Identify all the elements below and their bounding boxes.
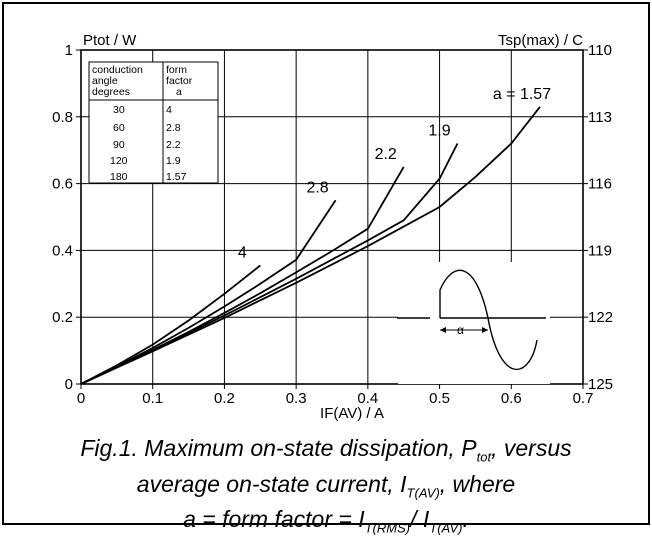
legend-angle-1: 30 xyxy=(113,104,125,116)
y-tick-label: 1 xyxy=(65,42,73,59)
series: 4 2.8 2.2 1.9 a = 1.57 xyxy=(80,86,551,385)
x-tick-label: 0.1 xyxy=(142,390,163,407)
y-tick-label: 0.4 xyxy=(52,242,73,259)
alpha-label: α xyxy=(457,323,464,337)
legend-factor-2: 2.8 xyxy=(166,122,181,134)
x-tick-label: 0.6 xyxy=(501,390,522,407)
y2-tick-label: 110 xyxy=(588,42,612,59)
y2-tick-label: 116 xyxy=(588,176,612,193)
y-tick-label: 0 xyxy=(65,376,73,393)
legend-table: conduction angle degrees form factor a 3… xyxy=(88,61,219,184)
series-label-2.8: 2.8 xyxy=(306,179,328,196)
x-tick-label: 0.4 xyxy=(357,390,378,407)
series-line-2.8 xyxy=(80,199,337,385)
x-tick-label: 0.5 xyxy=(429,390,450,407)
legend-factor-4: 1.9 xyxy=(166,155,181,167)
legend-header-angle: angle xyxy=(92,75,118,87)
legend-angle-4: 120 xyxy=(110,155,128,167)
y2-tick-label: 122 xyxy=(588,309,613,326)
legend-factor-5: 1.57 xyxy=(166,171,187,183)
y-tick-label: 0.2 xyxy=(52,309,73,326)
series-label-4: 4 xyxy=(238,244,247,261)
legend-header-conduction: conduction xyxy=(92,64,143,76)
legend-header-a: a xyxy=(176,86,182,98)
series-label-1.57: a = 1.57 xyxy=(493,86,551,103)
caption-line-3: a = form factor = IT(RMS)/ IT(AV). xyxy=(183,506,469,536)
plot-area-border xyxy=(80,49,584,385)
x-tick-label: 0.2 xyxy=(214,390,235,407)
series-label-2.2: 2.2 xyxy=(375,146,397,163)
outer-border xyxy=(2,2,650,525)
waveform-inset: α xyxy=(397,262,550,384)
x-axis-label: IF(AV) / A xyxy=(320,405,384,422)
caption-line-1: Fig.1. Maximum on-state dissipation, Pto… xyxy=(80,435,572,465)
legend-angle-3: 90 xyxy=(113,139,125,151)
x-tick-label: 0.3 xyxy=(286,390,307,407)
y2-axis-label: Tsp(max) / C xyxy=(498,32,583,49)
legend-header-form: form xyxy=(166,64,187,76)
x-tick-label: 0 xyxy=(77,390,85,407)
series-line-4 xyxy=(80,264,261,385)
legend-factor-3: 2.2 xyxy=(166,139,181,151)
legend-angle-2: 60 xyxy=(113,122,125,134)
legend-header-degrees: degrees xyxy=(92,86,130,98)
chart: 4 2.8 2.2 1.9 a = 1.57 0 0.1 0.2 0.3 0.4 0.5 0.6 0.… xyxy=(2,2,650,525)
legend-angle-5: 180 xyxy=(110,171,128,183)
legend-header-factor: factor xyxy=(166,75,193,87)
figure-caption: Fig.1. Maximum on-state dissipation, Pto… xyxy=(4,435,648,542)
series-line-2.2 xyxy=(80,166,405,385)
x-tick-label: 0.7 xyxy=(573,390,594,407)
y-axis-label: Ptot / W xyxy=(83,32,137,49)
y-tick-label: 0.6 xyxy=(52,176,73,193)
y-tick-label: 0.8 xyxy=(52,109,73,126)
y2-tick-label: 113 xyxy=(588,109,612,126)
y2-tick-label: 119 xyxy=(588,242,612,259)
series-label-1.9: 1.9 xyxy=(428,123,450,140)
tick-labels: 0 0.1 0.2 0.3 0.4 0.5 0.6 0.7 0 125 0.2 122 0.4 119 0.… xyxy=(52,42,613,407)
y2-tick-label: 125 xyxy=(588,376,613,393)
series-line-1.57 xyxy=(80,106,541,385)
caption-line-2: average on-state current, IT(AV), where xyxy=(136,470,516,501)
figure-frame: 4 2.8 2.2 1.9 a = 1.57 0 0.1 0.2 0.3 0.4 0.5 0.6 0.… xyxy=(2,2,650,536)
legend-factor-1: 4 xyxy=(166,104,172,116)
